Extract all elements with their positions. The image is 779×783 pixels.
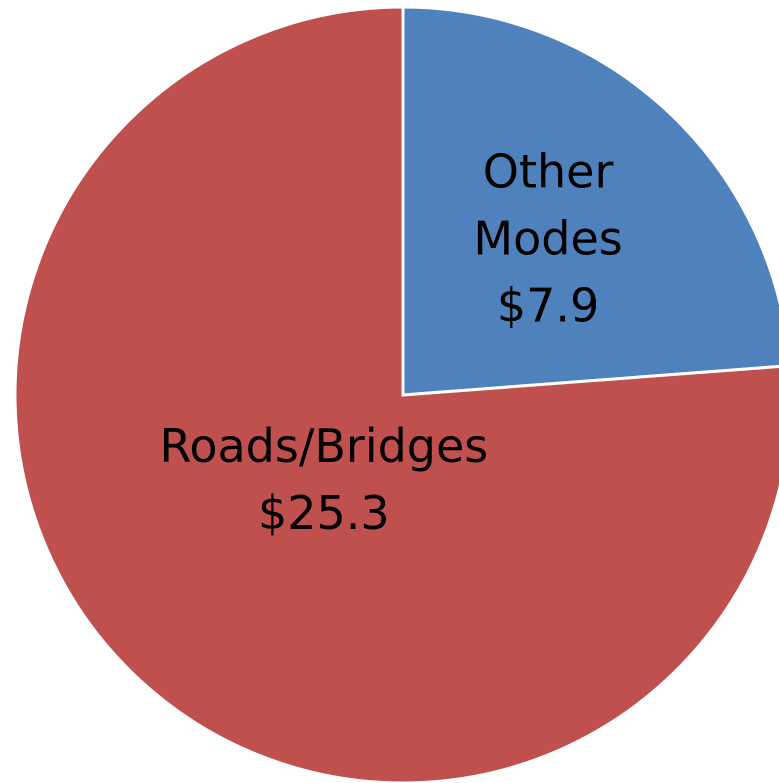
- value-label: $25.3: [258, 486, 390, 541]
- slice-label: Roads/Bridges $25.3: [94, 413, 554, 547]
- category-label: Other Modes: [473, 144, 623, 265]
- category-label: Roads/Bridges: [159, 419, 489, 474]
- pie-slice: [401, 5, 779, 397]
- slice-label: Other Modes $7.9: [433, 138, 663, 339]
- value-label: $7.9: [496, 278, 600, 332]
- pie-slice: [13, 5, 779, 783]
